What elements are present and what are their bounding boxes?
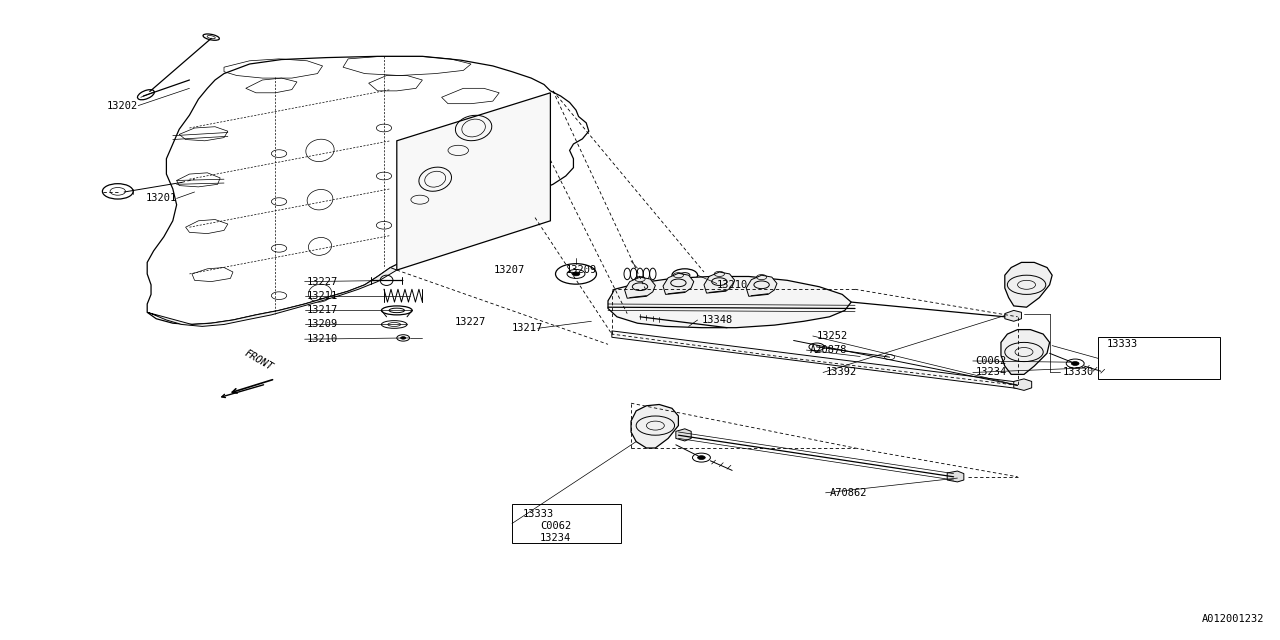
Text: 13333: 13333 — [522, 509, 553, 519]
Text: 13201: 13201 — [146, 193, 177, 204]
Polygon shape — [676, 429, 691, 441]
Text: 13209: 13209 — [566, 265, 596, 275]
Circle shape — [572, 272, 580, 276]
Polygon shape — [746, 275, 777, 296]
Text: A012001232: A012001232 — [1202, 614, 1265, 624]
Text: A70862: A70862 — [829, 488, 867, 498]
Polygon shape — [608, 276, 851, 328]
Polygon shape — [1005, 262, 1052, 307]
Polygon shape — [1001, 330, 1050, 374]
Text: C0062: C0062 — [540, 521, 571, 531]
Polygon shape — [631, 404, 678, 448]
Polygon shape — [625, 277, 655, 298]
Text: 13227: 13227 — [307, 276, 338, 287]
Text: FRONT: FRONT — [242, 348, 275, 372]
Polygon shape — [1005, 310, 1021, 321]
Text: 13209: 13209 — [307, 319, 338, 330]
Text: 13207: 13207 — [494, 265, 525, 275]
Polygon shape — [704, 272, 735, 293]
Polygon shape — [663, 273, 694, 294]
Circle shape — [698, 456, 705, 460]
Polygon shape — [1014, 379, 1032, 390]
Polygon shape — [612, 331, 1018, 388]
Text: 13211: 13211 — [307, 291, 338, 301]
Text: 13234: 13234 — [540, 532, 571, 543]
Circle shape — [1071, 362, 1079, 365]
Text: C0062: C0062 — [975, 356, 1006, 366]
Text: 13392: 13392 — [826, 367, 856, 378]
Polygon shape — [947, 471, 964, 482]
Text: A20878: A20878 — [810, 345, 847, 355]
Polygon shape — [397, 93, 550, 270]
Text: 13210: 13210 — [717, 280, 748, 290]
Circle shape — [401, 337, 406, 339]
Bar — [1098, 337, 1220, 379]
Text: 13227: 13227 — [456, 317, 486, 327]
Text: 13217: 13217 — [307, 305, 338, 316]
Polygon shape — [147, 268, 397, 326]
Text: 13234: 13234 — [975, 367, 1006, 378]
Text: 13210: 13210 — [307, 334, 338, 344]
Text: 13348: 13348 — [701, 315, 732, 325]
Text: 13333: 13333 — [1107, 339, 1138, 349]
Text: 13217: 13217 — [512, 323, 543, 333]
Text: 13330: 13330 — [1062, 367, 1093, 378]
Bar — [512, 504, 621, 543]
Text: 13202: 13202 — [108, 100, 138, 111]
Text: 13252: 13252 — [817, 331, 847, 341]
